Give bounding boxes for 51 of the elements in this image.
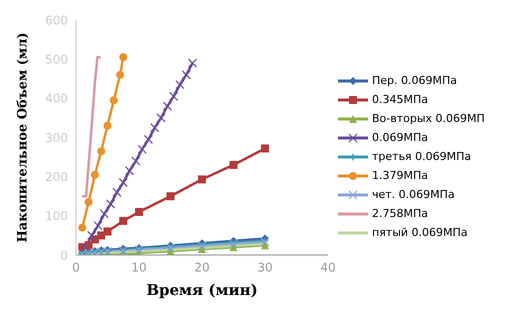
point [104,122,112,130]
point [110,96,118,104]
legend-label: 2.758МПа [372,207,428,220]
legend-label: Пер. 0.069МПа [372,74,458,87]
point [166,192,174,200]
x-tick-label: 30 [257,260,273,275]
y-axis-title: Накопительное Объем (мл) [16,32,31,243]
legend-label: 0.069МПа [372,131,428,144]
legend-label: чет. 0.069МПа [372,188,455,201]
legend-label: пятый 0.069МПа [372,226,468,239]
point [78,224,86,232]
point [198,175,206,184]
point [93,221,103,230]
point [261,144,269,152]
point [138,144,147,154]
point [150,123,160,132]
point [97,231,106,240]
point [169,92,178,101]
x-tick-label: 20 [194,260,210,275]
point [90,170,99,179]
point [100,209,109,218]
point [97,147,106,156]
x-axis-title: Время (мин) [146,281,258,299]
line-series [81,56,102,198]
point [131,156,140,166]
point [116,70,124,79]
point [188,58,198,68]
point [156,113,166,123]
x-tick-label: 0 [72,260,80,275]
point [112,188,122,197]
point [182,70,191,80]
point [124,166,134,176]
legend-label: Во-вторых 0.069МП [372,112,485,125]
point [106,199,116,209]
point [80,242,90,252]
point [230,160,238,169]
point [175,80,185,90]
legend-label: 1.379МПа [372,169,428,182]
point [118,178,128,188]
legend-label: третья 0.069МПа [372,150,472,163]
x-tick-label: 40 [320,260,336,275]
point [135,208,143,216]
point [144,134,154,144]
legend-label: 0.345МПа [372,93,428,106]
point [162,102,172,111]
point [119,216,128,225]
point [84,198,93,206]
x-tick-label: 10 [131,260,147,275]
point [104,228,112,236]
point [119,53,128,62]
point [87,230,96,240]
